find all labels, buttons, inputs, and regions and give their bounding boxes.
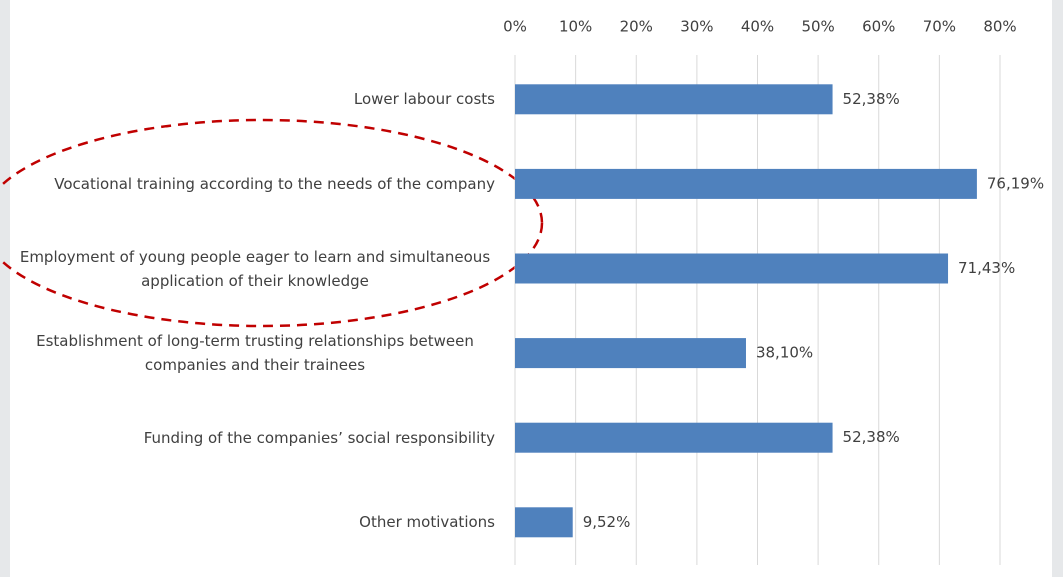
data-label: 76,19%: [987, 174, 1044, 192]
x-tick-label: 50%: [801, 18, 834, 36]
category-text: Funding of the companies’ social respons…: [143, 428, 495, 447]
data-label: 52,38%: [843, 428, 900, 446]
category-text: Employment of young people eager to lear…: [19, 247, 491, 290]
bar: [515, 422, 833, 453]
bar: [515, 507, 573, 538]
x-tick-label: 0%: [503, 18, 527, 36]
bar: [515, 253, 949, 284]
data-label: 52,38%: [843, 90, 900, 108]
x-tick-label: 40%: [741, 18, 774, 36]
category-text: Establishment of long-term trusting rela…: [36, 332, 474, 375]
category-label: Funding of the companies’ social respons…: [15, 426, 495, 450]
category-text: Other motivations: [359, 513, 495, 532]
category-text: Lower labour costs: [353, 90, 495, 109]
x-tick-label: 30%: [680, 18, 713, 36]
category-label: Vocational training according to the nee…: [15, 172, 495, 196]
category-label: Other motivations: [15, 510, 495, 534]
x-tick-label: 10%: [559, 18, 592, 36]
category-label: Lower labour costs: [15, 87, 495, 111]
x-tick-label: 70%: [923, 18, 956, 36]
bar: [515, 168, 977, 199]
bar: [515, 338, 746, 369]
category-label: Employment of young people eager to lear…: [15, 245, 495, 293]
bar: [515, 84, 833, 115]
data-label: 38,10%: [756, 344, 813, 362]
highlight-ellipse: [0, 118, 544, 328]
data-label: 71,43%: [958, 259, 1015, 277]
x-tick-label: 80%: [983, 18, 1016, 36]
category-label: Establishment of long-term trusting rela…: [15, 329, 495, 377]
x-tick-label: 60%: [862, 18, 895, 36]
x-tick-label: 20%: [620, 18, 653, 36]
data-label: 9,52%: [583, 513, 631, 531]
category-text: Vocational training according to the nee…: [54, 174, 495, 193]
